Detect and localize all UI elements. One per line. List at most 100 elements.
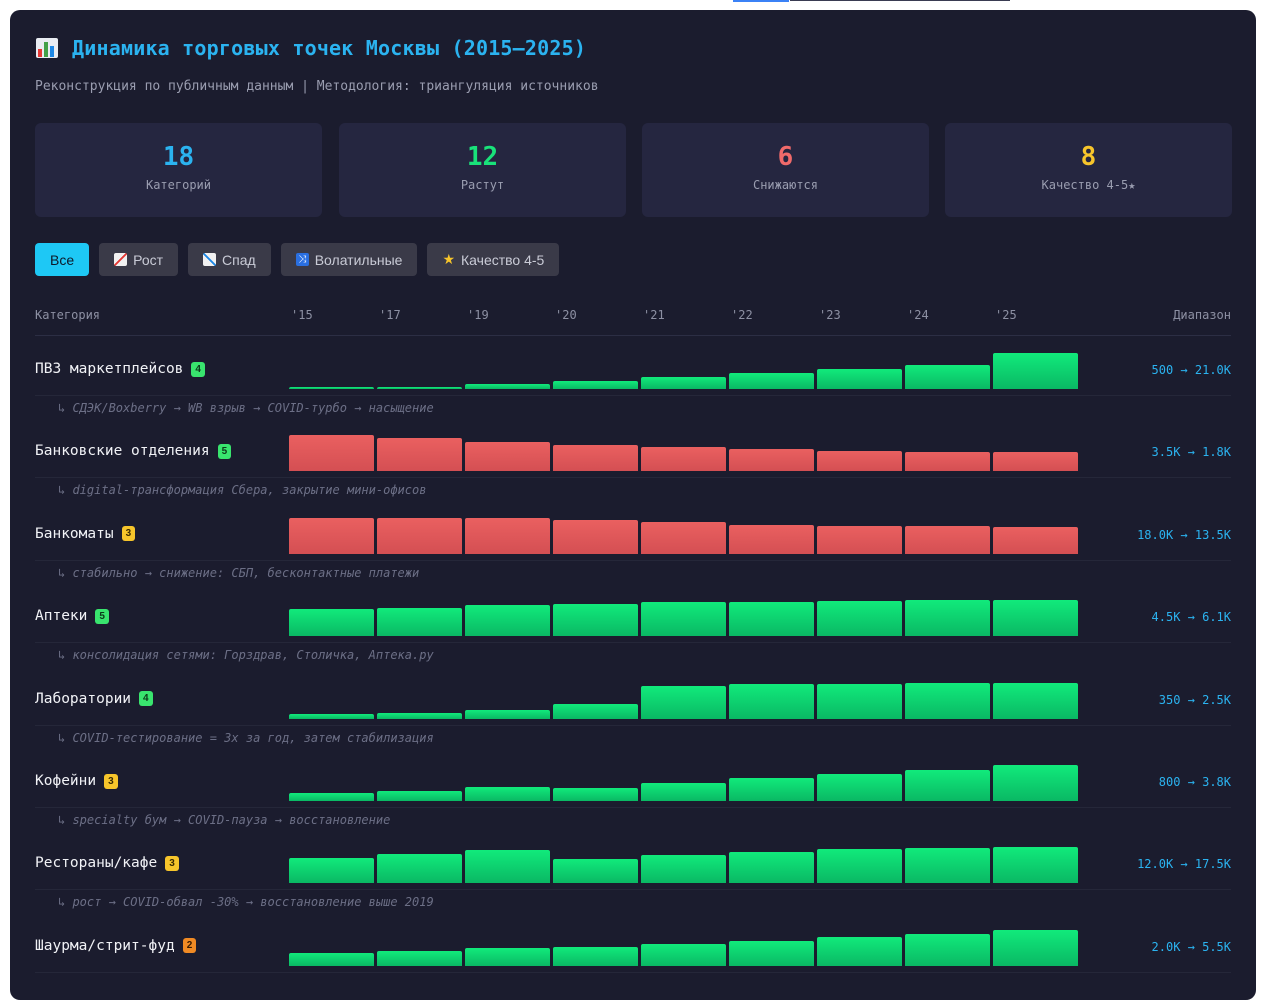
data-bar [553,859,638,884]
stat-card: 18 Категорий [35,123,322,217]
quality-badge: 5 [217,443,232,459]
data-bar [465,605,550,637]
data-bar [377,854,462,884]
star-icon: ★ [442,251,456,267]
year-tick-label: '25 [995,308,1017,322]
category-label: Кофейни 3 [35,773,118,789]
range-value: 18.0K → 13.5K [1137,527,1231,542]
data-bar [641,521,726,554]
data-bar [905,848,990,884]
quality-badge: 3 [104,773,118,789]
stat-value: 18 [162,142,195,172]
filter-button[interactable]: Рост [99,243,179,276]
row-divider [35,807,1231,808]
data-bar [553,604,638,637]
row-divider [35,971,1231,973]
category-name: Рестораны/кафе [35,855,158,872]
data-bar [817,451,902,472]
data-bar [377,517,462,554]
data-bar [993,765,1078,801]
filter-label: Волатильные [314,251,403,268]
data-bar [993,929,1078,966]
bar-chart-icon [36,38,58,58]
range-value: 800 → 3.8K [1158,775,1231,789]
year-tick-label: '22 [731,308,753,322]
data-bar [817,936,902,966]
filter-button[interactable]: Спад [188,243,271,276]
quality-badge: 3 [165,855,179,871]
data-bar [377,712,462,719]
quality-badge: 4 [139,691,153,707]
data-bar [729,940,814,966]
data-bar [289,609,374,637]
data-bar [641,685,726,719]
stat-label: Качество 4-5★ [1041,178,1136,192]
data-bar [905,600,990,637]
data-bar [289,517,374,554]
data-bar [729,524,814,554]
range-value: 350 → 2.5K [1158,692,1231,707]
data-bar [817,525,902,554]
year-tick-label: '23 [819,308,841,322]
data-bar [993,526,1078,554]
data-bar [641,855,726,884]
data-bar [641,602,726,637]
data-bar [289,713,374,719]
data-bar [993,847,1078,884]
data-bar [641,377,726,389]
row-divider [35,889,1231,891]
page-title-row: Динамика торговых точек Москвы (2015–202… [36,36,586,60]
year-tick-label: '21 [643,308,665,322]
data-bar [905,933,990,966]
category-note: ↳ рост → COVID-обвал -30% → восстановлен… [58,895,434,910]
data-bar [817,601,902,637]
data-bar [289,793,374,801]
data-bar [465,850,550,884]
data-bar [289,387,374,389]
row-divider [35,559,1231,561]
category-name: Кофейни [35,773,97,789]
data-bar [377,438,462,472]
column-header-range: Диапазон [1173,308,1231,322]
data-bar [377,608,462,637]
filter-button[interactable]: ★ Качество 4-5 [427,243,560,276]
category-note: ↳ СДЭК/Boxberry → WB взрыв → COVID-турбо… [58,401,434,415]
filter-button[interactable]: ⤨ Волатильные [280,243,418,276]
data-bar [729,449,814,472]
row-divider [35,395,1231,396]
header-divider [35,335,1231,336]
data-bar [817,683,902,719]
data-bar [993,682,1078,719]
top-tab-rule [790,0,1010,1]
data-bar [553,445,638,472]
range-value: 500 → 21.0K [1151,363,1231,377]
category-name: Банкоматы [35,525,114,542]
data-bar [905,452,990,472]
data-bar [729,852,814,884]
range-value: 3.5K → 1.8K [1151,445,1231,460]
data-bar [377,387,462,389]
quality-badge: 3 [121,526,136,542]
stat-label: Снижаются [752,178,819,192]
filter-bar: Все Рост Спад ⤨ Волатильные ★ Качество 4-5 [35,243,560,276]
category-label: ПВЗ маркетплейсов 4 [35,361,205,377]
data-bar [465,517,550,554]
data-bar [817,849,902,884]
category-name: Аптеки [35,608,88,625]
data-bar [465,384,550,389]
stat-card: 6 Снижаются [642,123,929,217]
chart-up-icon [114,253,128,266]
category-label: Аптеки 5 [35,608,109,624]
data-bar [729,683,814,719]
filter-button[interactable]: Все [35,243,90,276]
data-bar [465,442,550,472]
category-name: Банковские отделения [35,443,210,460]
filter-label: Рост [133,251,164,268]
data-bar [817,774,902,801]
data-bar [465,947,550,966]
column-header-category: Категория [35,308,101,322]
data-bar [641,447,726,472]
category-name: Лаборатории [35,690,132,707]
quality-badge: 2 [182,938,197,954]
data-bar [377,950,462,966]
